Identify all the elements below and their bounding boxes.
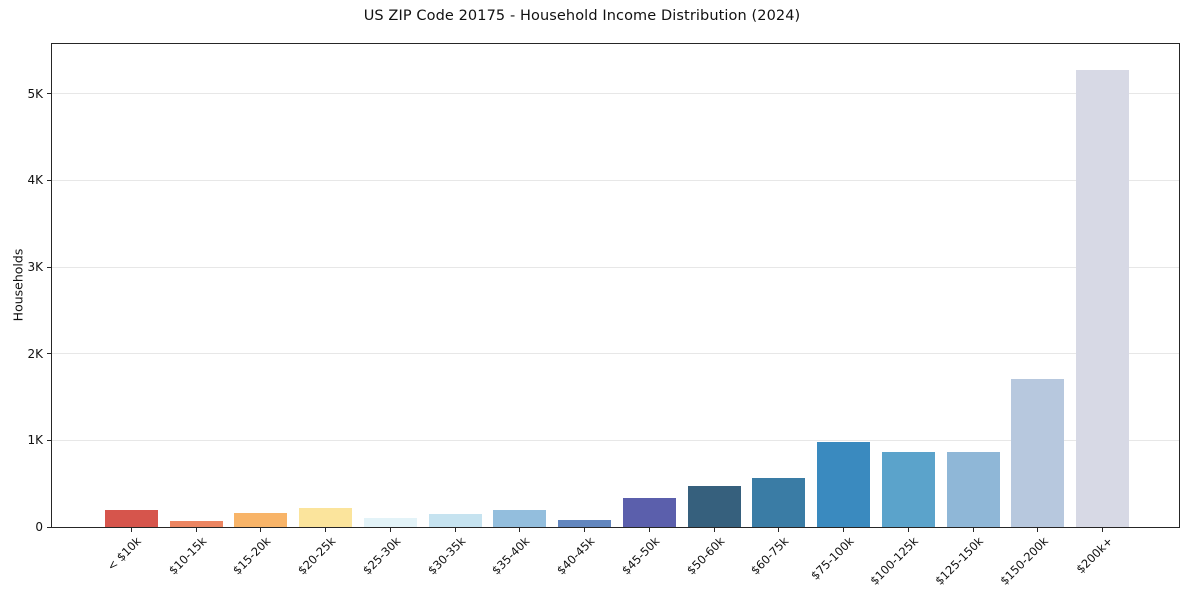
x-tick-label: $75-100k bbox=[807, 534, 857, 583]
x-tick-mark bbox=[778, 527, 780, 532]
gridline bbox=[52, 93, 1179, 95]
bar bbox=[687, 486, 741, 527]
x-tick-label: $25-30k bbox=[359, 534, 404, 578]
bar bbox=[817, 441, 871, 527]
x-tick-mark bbox=[907, 527, 909, 532]
x-tick-label: $125-150k bbox=[932, 534, 987, 588]
gridline bbox=[52, 353, 1179, 355]
y-tick-mark bbox=[47, 93, 52, 95]
y-tick-mark bbox=[47, 353, 52, 355]
x-tick-label: $10-15k bbox=[165, 534, 210, 578]
bar bbox=[428, 514, 482, 527]
bar bbox=[881, 452, 935, 527]
x-tick-label: $30-35k bbox=[424, 534, 469, 578]
x-tick-mark bbox=[260, 527, 262, 532]
x-tick-mark bbox=[519, 527, 521, 532]
x-tick-label: $15-20k bbox=[230, 534, 274, 578]
bar bbox=[104, 510, 158, 527]
bar bbox=[558, 519, 612, 527]
x-tick-label: $35-40k bbox=[489, 534, 533, 578]
bar bbox=[234, 513, 288, 527]
y-tick-mark bbox=[47, 266, 52, 268]
x-tick-mark bbox=[713, 527, 715, 532]
bar bbox=[169, 520, 223, 527]
x-tick-mark bbox=[325, 527, 327, 532]
x-tick-label: $100-125k bbox=[867, 534, 922, 588]
x-tick-mark bbox=[972, 527, 974, 532]
y-axis-label: Households bbox=[10, 248, 26, 322]
x-tick-mark bbox=[195, 527, 197, 532]
x-tick-label: $150-200k bbox=[997, 534, 1051, 588]
x-tick-mark bbox=[130, 527, 132, 532]
bar bbox=[946, 452, 1000, 527]
y-tick-label: 3K bbox=[27, 260, 43, 275]
gridline bbox=[52, 179, 1179, 181]
x-tick-mark bbox=[843, 527, 845, 532]
x-tick-label: $45-50k bbox=[618, 534, 663, 578]
bar bbox=[622, 498, 676, 527]
y-tick-label: 5K bbox=[27, 86, 43, 101]
y-tick-label: 4K bbox=[27, 173, 43, 188]
bar bbox=[363, 518, 417, 527]
x-tick-label: $200k+ bbox=[1073, 534, 1116, 577]
bar bbox=[752, 478, 806, 527]
x-tick-mark bbox=[1102, 527, 1104, 532]
y-tick-mark bbox=[47, 179, 52, 181]
y-tick-label: 2K bbox=[27, 346, 43, 361]
y-tick-mark bbox=[47, 526, 52, 528]
bar bbox=[1076, 69, 1130, 527]
y-tick-label: 0 bbox=[35, 520, 43, 534]
y-tick-label: 1K bbox=[27, 433, 43, 448]
plot-area: 0 1K 2K 3K 4K 5K < $10k $10-15k $15-20k $20-25k $2… bbox=[27, 43, 1180, 588]
bar bbox=[299, 507, 353, 527]
x-tick-mark bbox=[1037, 527, 1039, 532]
bar bbox=[1011, 378, 1065, 527]
x-tick-label: $60-75k bbox=[748, 534, 792, 578]
bar bbox=[493, 510, 547, 527]
x-tick-label: < $10k bbox=[104, 534, 145, 574]
x-tick-mark bbox=[584, 527, 586, 532]
x-tick-label: $20-25k bbox=[295, 534, 339, 578]
x-tick-mark bbox=[648, 527, 650, 532]
x-tick-mark bbox=[454, 527, 456, 532]
x-tick-mark bbox=[389, 527, 391, 532]
y-tick-mark bbox=[47, 439, 52, 441]
gridline bbox=[52, 439, 1179, 441]
chart-title: US ZIP Code 20175 - Household Income Dis… bbox=[363, 8, 801, 24]
x-tick-label: $40-45k bbox=[554, 534, 598, 578]
x-tick-label: $50-60k bbox=[683, 534, 728, 578]
gridline bbox=[52, 266, 1179, 268]
